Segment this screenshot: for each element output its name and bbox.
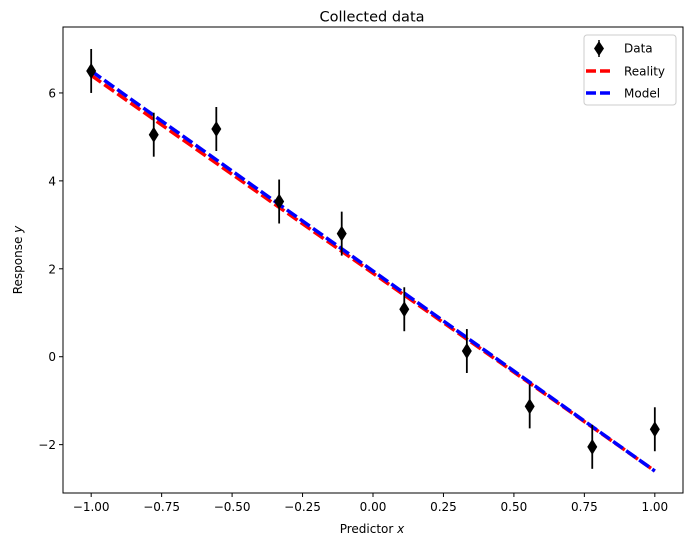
x-tick-label: −0.25 <box>284 500 321 514</box>
x-axis: −1.00 −0.75 −0.50 −0.25 0.00 0.25 0.50 0.75 1.00 <box>73 493 668 514</box>
x-tick-label: 0.00 <box>360 500 387 514</box>
chart-title: Collected data <box>319 10 424 26</box>
y-axis-title-text: Response <box>11 237 25 295</box>
y-tick-label: 4 <box>48 174 56 188</box>
data-point <box>274 193 285 210</box>
model-line <box>90 69 656 473</box>
y-tick-label: 6 <box>48 86 56 100</box>
data-point <box>399 301 410 318</box>
y-tick-label: 0 <box>48 350 56 364</box>
legend: Data Reality Model <box>583 34 677 106</box>
data-point <box>524 398 535 415</box>
y-axis-title: Response y <box>11 225 25 294</box>
legend-label-model: Model <box>624 87 660 101</box>
data-point <box>148 126 159 143</box>
x-tick-label: 1.00 <box>641 500 668 514</box>
x-tick-label: 0.50 <box>501 500 528 514</box>
data-point <box>336 225 347 242</box>
x-tick-label: 0.75 <box>571 500 598 514</box>
data-point <box>649 421 660 438</box>
data-point <box>86 62 97 79</box>
x-tick-label: −1.00 <box>73 500 110 514</box>
legend-label-data: Data <box>624 42 653 56</box>
reality-line <box>90 73 656 473</box>
data-point <box>587 438 598 455</box>
series-layer <box>86 48 660 473</box>
legend-data-diamond-icon <box>594 41 604 56</box>
y-tick-label: 2 <box>48 262 56 276</box>
x-tick-label: −0.75 <box>143 500 180 514</box>
x-axis-title-variable: x <box>396 522 405 536</box>
x-axis-title-text: Predictor <box>340 522 394 536</box>
legend-frame <box>583 34 677 106</box>
y-axis-title-variable: y <box>11 225 25 234</box>
data-point <box>461 343 472 360</box>
x-tick-label: −0.50 <box>214 500 251 514</box>
y-axis: −2 0 2 4 6 <box>38 86 63 452</box>
x-axis-title: Predictor x <box>340 522 405 536</box>
legend-label-reality: Reality <box>624 65 665 79</box>
y-tick-label: −2 <box>38 438 56 452</box>
x-tick-label: 0.25 <box>430 500 457 514</box>
data-point <box>211 120 222 137</box>
